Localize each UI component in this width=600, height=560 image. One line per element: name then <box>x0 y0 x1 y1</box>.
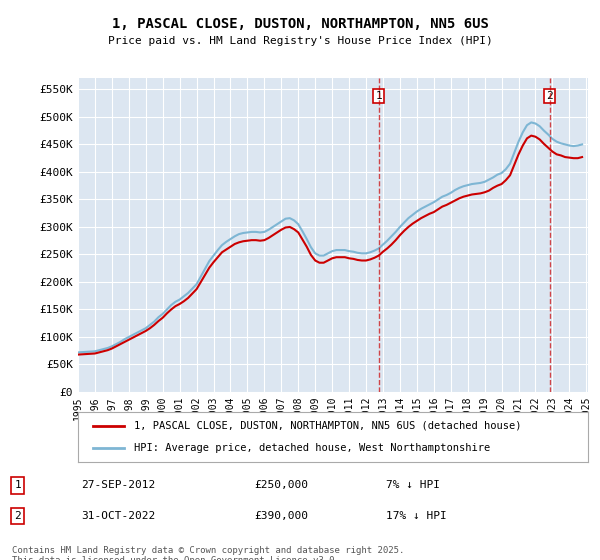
Text: 31-OCT-2022: 31-OCT-2022 <box>81 511 155 521</box>
Text: 17% ↓ HPI: 17% ↓ HPI <box>386 511 447 521</box>
Text: HPI: Average price, detached house, West Northamptonshire: HPI: Average price, detached house, West… <box>134 443 490 453</box>
Text: Price paid vs. HM Land Registry's House Price Index (HPI): Price paid vs. HM Land Registry's House … <box>107 36 493 46</box>
Text: £390,000: £390,000 <box>254 511 308 521</box>
Text: Contains HM Land Registry data © Crown copyright and database right 2025.
This d: Contains HM Land Registry data © Crown c… <box>12 546 404 560</box>
Text: 1, PASCAL CLOSE, DUSTON, NORTHAMPTON, NN5 6US: 1, PASCAL CLOSE, DUSTON, NORTHAMPTON, NN… <box>112 17 488 31</box>
Text: 27-SEP-2012: 27-SEP-2012 <box>81 480 155 490</box>
Text: 1, PASCAL CLOSE, DUSTON, NORTHAMPTON, NN5 6US (detached house): 1, PASCAL CLOSE, DUSTON, NORTHAMPTON, NN… <box>134 421 521 431</box>
Text: 2: 2 <box>14 511 21 521</box>
Text: 1: 1 <box>14 480 21 490</box>
Text: 7% ↓ HPI: 7% ↓ HPI <box>386 480 440 490</box>
Text: £250,000: £250,000 <box>254 480 308 490</box>
Text: 1: 1 <box>376 91 382 101</box>
Text: 2: 2 <box>546 91 553 101</box>
